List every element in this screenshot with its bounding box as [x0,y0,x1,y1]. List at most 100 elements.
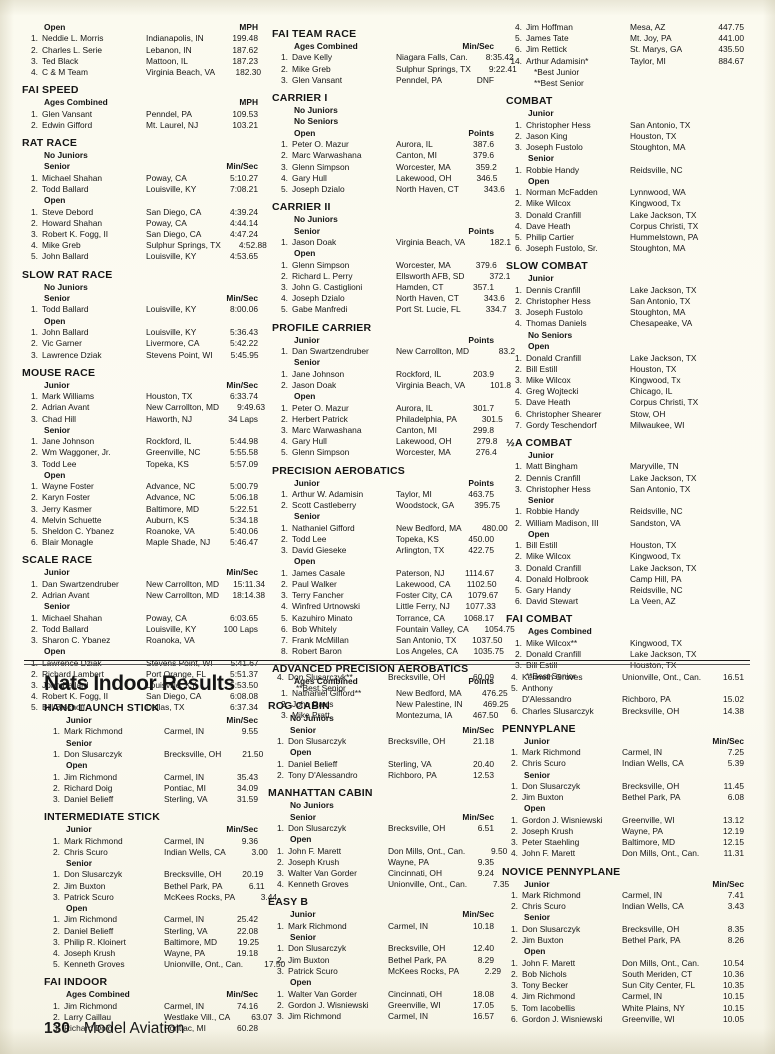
result-row: 6. Blair Monagle Maple Shade, NJ 5:46.47 [22,537,258,548]
result-row: 3. John G. Castiglioni Hamden, CT 357.1 [272,282,494,293]
result-score: 17.50 [264,959,286,970]
place-number: 2. [511,758,518,769]
class-label: Senior [44,424,71,435]
place-number: 3. [515,562,522,573]
place-number: 2. [31,44,38,55]
event-block: SLOW RAT RACE No Juniors Senior Min/Sec 1. To… [22,269,259,361]
competitor-name: Jerry Kasmer [42,503,92,514]
result-score: 20.40 [473,758,494,769]
competitor-city: Poway, CA [146,217,187,228]
competitor-name: Mark Richmond [64,835,123,846]
competitor-city: Carmel, IN [622,890,663,901]
class-label: Senior [290,932,317,943]
result-row: 3. Patrick Scuro McKees Rocks, PA 3.44 [44,891,277,903]
competitor-city: Kingwood, TX [630,637,682,648]
competitor-city: Lake Jackson, TX [630,472,697,483]
place-number: 3. [511,980,518,991]
competitor-name: Frank McMillan [292,634,349,645]
place-number: 1. [31,436,38,447]
result-row: 1. Jane Johnson Rockford, IL 203.9 [272,369,494,380]
competitor-city: Poway, CA [146,612,187,623]
result-row: 5. Kazuhiro Minato Torrance, CA 1068.17 [272,613,494,624]
class-subheading: Junior Min/Sec [44,380,258,391]
competitor-city: Houston, TX [630,363,677,374]
competitor-city: Kingwood, Tx [630,198,681,209]
place-number: 5. [515,397,522,408]
page-edge-shade-top [0,0,775,16]
competitor-city: New Bedford, MA [396,522,462,533]
class-subheading: No Juniors [44,282,258,293]
result-score: 5:53.50 [230,680,258,690]
class-subheading: Ages Combined Min/Sec [66,989,258,1000]
competitor-name: Matt Bingham [526,461,578,472]
result-row: 3. Philip R. Kloinert Baltimore, MD 19.25 [44,937,259,948]
nats-results-top-section: Open MPH 1. Neddie L. Morris Indianapolis, I… [0,22,775,720]
results-column-1: Open MPH 1. Neddie L. Morris Indianapolis, I… [0,22,267,712]
competitor-name: Dan Swartzendruber [292,346,369,357]
class-label: No Seniors [294,116,339,127]
result-score: 31.59 [237,794,258,805]
result-score: 9:49.63 [237,402,266,413]
class-subheading: Open [528,341,744,352]
result-row: 1. Robbie Handy Reidsville, NC [506,165,744,176]
place-number: 7. [515,419,522,430]
competitor-name: Jim Buxton [522,792,564,803]
place-number: 1. [53,749,60,760]
result-score: 2.29 [484,965,502,976]
result-score [698,563,744,574]
result-score: 5:55.58 [230,447,258,458]
result-score: 1035.75 [473,646,504,657]
competitor-city: Milwaukee, WI [630,419,685,430]
competitor-name: Vic Garner [42,338,82,349]
competitor-city: Lynnwood, WA [630,187,686,198]
footnote-row: **Best Senior [506,78,744,89]
class-unit-label: Min/Sec [226,161,258,172]
competitor-city: Virginia Beach, VA [396,379,466,390]
place-number: 3. [31,413,38,424]
result-row: 1. Jim Richmond Carmel, IN 74.16 [44,1001,258,1012]
class-label: No Seniors [528,329,573,340]
class-label: Senior [528,494,555,505]
competitor-city: Bethel Park, PA [622,935,681,946]
place-number: 1. [277,920,284,931]
result-score: 334.7 [485,304,507,315]
result-score: 8.35 [727,923,744,934]
competitor-city: Dallas, TX [146,702,185,713]
result-score [698,243,744,254]
result-score: 199.48 [232,33,258,44]
class-label: Junior [66,824,92,835]
competitor-city: Virginia Beach, VA [146,67,216,78]
competitor-name: Joseph Krush [522,826,574,837]
competitor-city: Greenville, WI [622,1013,675,1024]
place-number: 3. [31,229,38,240]
competitor-name: Tony D'Alessandro [288,770,358,781]
result-row: 3. Jim Richmond Carmel, IN 16.57 [268,1011,494,1022]
result-row: 3. Donald Cranfill Lake Jackson, TX [506,210,744,221]
result-score: 3.44 [260,891,278,902]
competitor-city: McKees Rocks, PA [164,891,236,902]
event-title: ROG CABIN [268,700,330,713]
competitor-city: Indian Wells, CA [164,846,226,857]
competitor-name: Melvin Schuette [42,514,102,525]
place-number: 1. [31,172,38,183]
footer-page-number: 130 [44,1020,70,1037]
place-number: 2. [277,770,284,781]
result-row: 1. Peter O. Mazur Aurora, IL 301.7 [272,403,494,414]
result-score [698,473,744,484]
competitor-city: Pontiac, MI [164,782,206,793]
result-score [698,210,744,221]
competitor-city: Stoughton, MA [630,142,686,153]
place-number: 1. [515,284,522,295]
competitor-city: Don Mills, Ont., Can. [622,957,700,968]
result-row: 3. Richard Doig Pontiac, MI 60.28 [44,1023,258,1034]
place-number: 2. [515,130,522,141]
class-unit-label: Points [468,477,494,488]
class-subheading: Senior [66,738,258,749]
event-title: HAND LAUNCH STICK [44,702,160,714]
result-score [698,638,744,649]
place-number: 2. [277,856,284,867]
result-row: 1. Wayne Foster Advance, NC 5:00.79 [22,481,258,492]
competitor-city: New Palestine, IN [396,699,463,709]
result-score [698,232,744,243]
class-label: Senior [294,511,321,522]
